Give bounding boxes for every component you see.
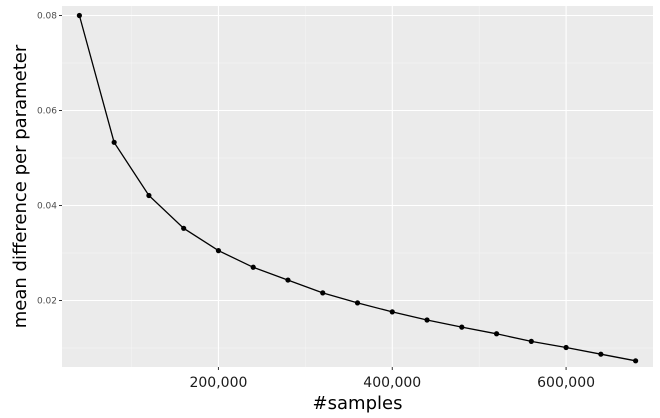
y-tick-label: 0.08 [37,12,57,22]
data-point [76,12,82,19]
x-axis-title: #samples [313,393,403,414]
y-tick-label: 0.04 [37,202,57,212]
data-point [493,331,500,337]
plot-panel [62,6,653,367]
data-point [320,290,326,296]
data-point [598,351,604,357]
data-point [215,248,222,254]
x-tick-label: 200,000 [189,375,247,391]
x-tick-label: 400,000 [363,375,421,391]
data-point [250,264,256,270]
data-point [424,317,430,323]
data-point [528,338,534,344]
y-axis: 0.02 0.04 0.06 0.08 [37,12,62,307]
data-point [285,277,291,283]
data-point [563,344,569,351]
data-point [354,300,361,306]
data-point [389,309,395,315]
y-tick-label: 0.02 [37,297,57,307]
x-tick-label: 600,000 [537,375,595,391]
major-gridlines [62,6,653,367]
y-tick-label: 0.06 [37,107,57,117]
data-points [76,12,639,364]
data-point [633,358,639,364]
data-point [146,192,152,199]
data-point [111,139,117,145]
x-axis: 200,000 400,000 600,000 [189,367,595,391]
data-point [181,225,187,231]
minor-gridlines [62,6,653,367]
y-axis-title: mean difference per parameter [10,44,31,328]
data-point [459,324,465,330]
